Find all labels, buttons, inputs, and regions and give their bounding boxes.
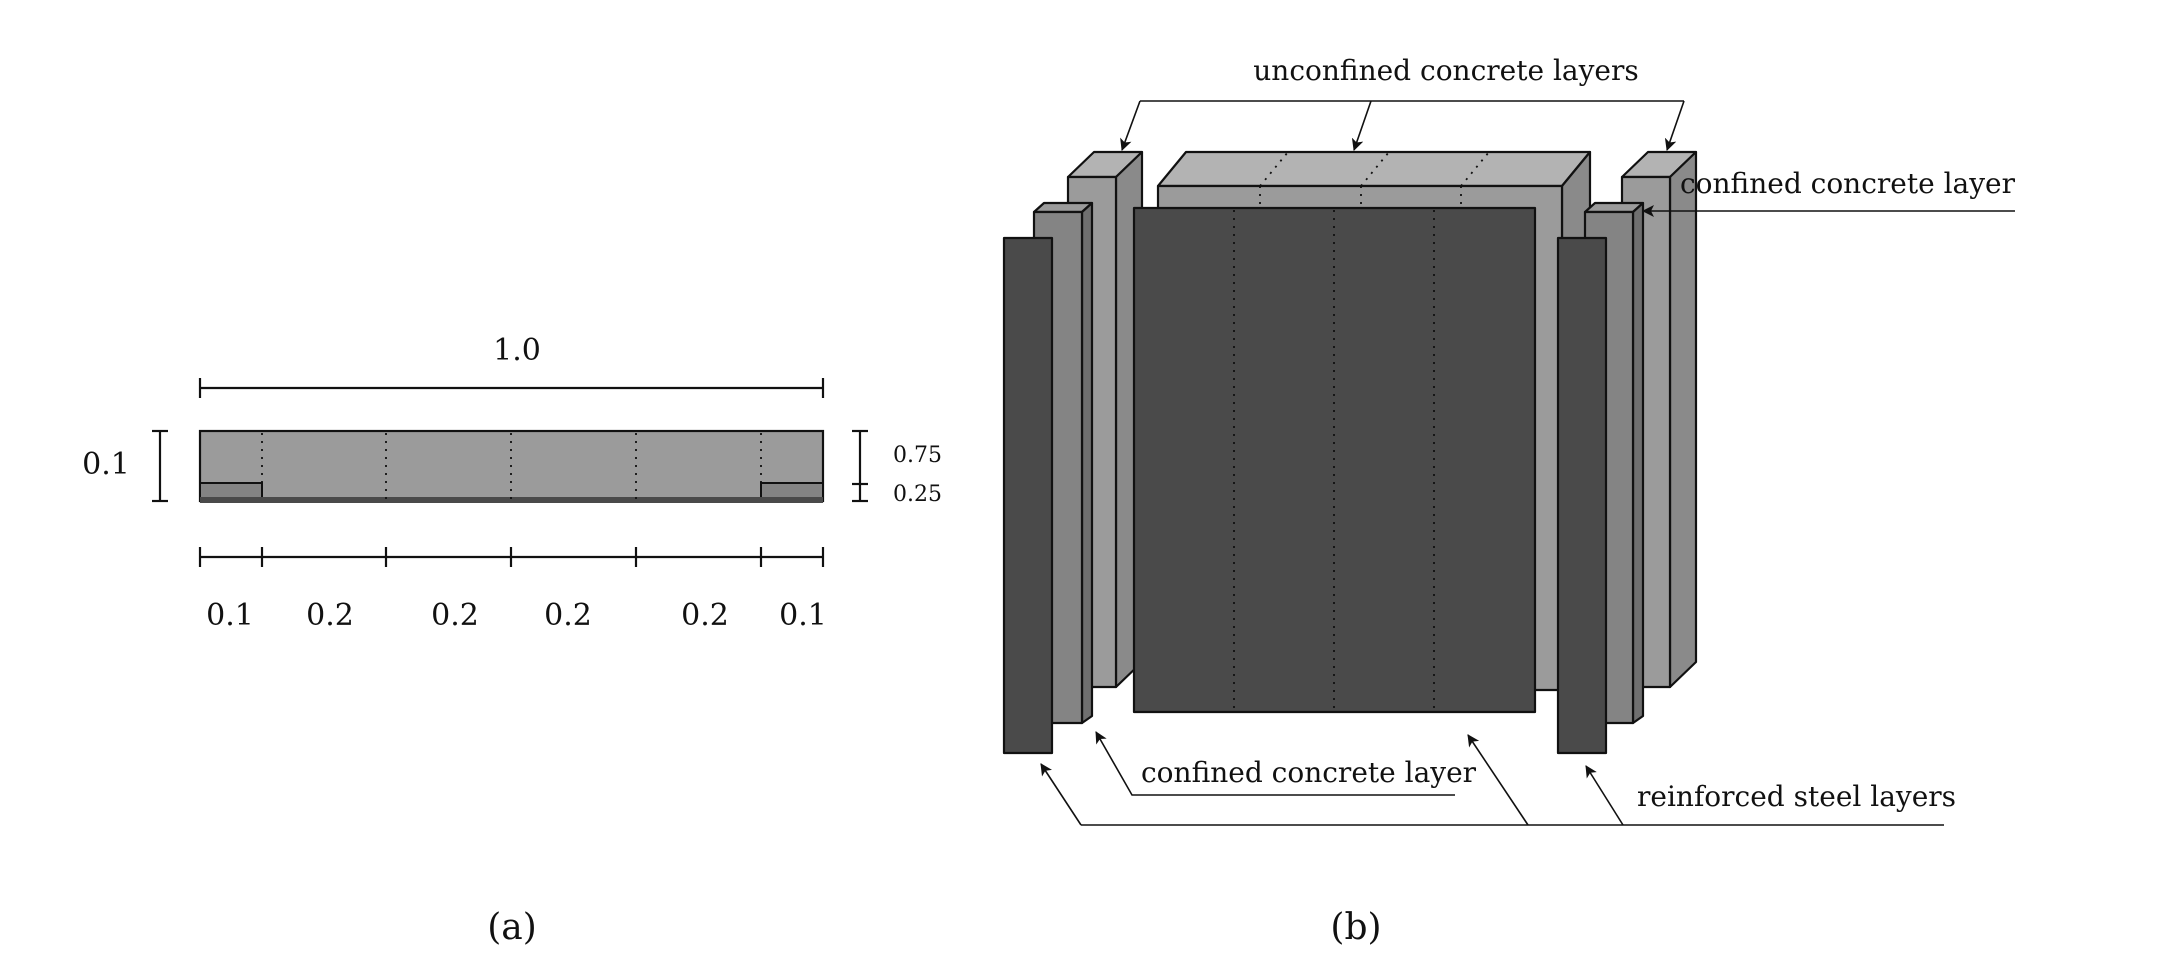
upper-fraction-label: 0.75 [893,443,942,468]
segment-label: 0.2 [544,598,592,633]
caption-a: (a) [487,907,537,948]
width-label: 1.0 [493,333,541,368]
unconfined-label: unconfined concrete layers [1253,54,1638,87]
width-dimension: 1.0 [198,333,825,398]
panel-a: 1.0 0.1 0.75 0.25 [82,333,942,948]
height-dimension: 0.1 [82,429,168,503]
annotations-b: unconfined concrete layers confined conc… [1040,54,2016,948]
steel-column-right [1556,236,1608,755]
confined-label-top: confined concrete layer [1680,167,2016,200]
steel-central-slab [1132,206,1537,714]
height-label: 0.1 [82,447,130,482]
lower-fraction-label: 0.25 [893,482,942,507]
confined-callout-bottom: confined concrete layer [1095,731,1477,796]
fraction-dimension: 0.75 0.25 [852,429,942,507]
segment-label: 0.1 [779,598,827,633]
panel-b [1002,150,1698,755]
segment-label: 0.2 [306,598,354,633]
segment-dimension: 0.1 0.2 0.2 0.2 0.2 0.1 [198,547,827,633]
steel-layer-strip [200,497,823,503]
steel-column-left [1002,236,1054,755]
cross-section [198,429,825,503]
steel-label: reinforced steel layers [1637,780,1956,813]
unconfined-callout: unconfined concrete layers [1120,54,1685,151]
segment-label: 0.2 [681,598,729,633]
confined-callout-top: confined concrete layer [1642,167,2016,217]
caption-b: (b) [1330,907,1381,948]
steel-callout: reinforced steel layers [1040,734,1956,826]
confined-label-bottom: confined concrete layer [1141,756,1477,789]
segment-label: 0.2 [431,598,479,633]
segment-label: 0.1 [206,598,254,633]
